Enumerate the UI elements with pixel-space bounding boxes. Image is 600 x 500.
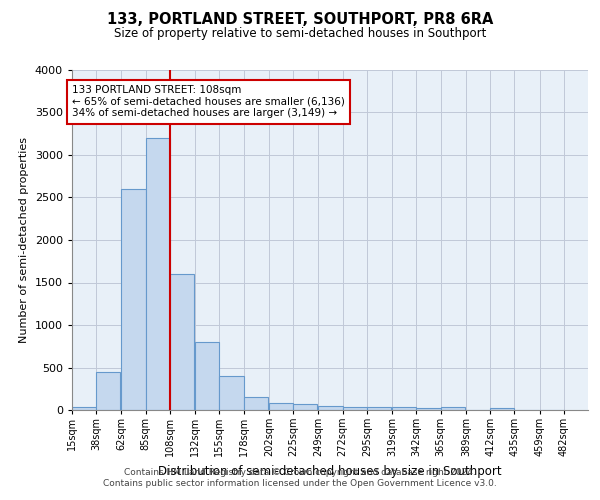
Bar xyxy=(244,397,268,410)
Bar xyxy=(440,408,465,410)
Bar xyxy=(392,408,416,410)
Text: 133 PORTLAND STREET: 108sqm
← 65% of semi-detached houses are smaller (6,136)
34: 133 PORTLAND STREET: 108sqm ← 65% of sem… xyxy=(72,86,345,118)
Bar xyxy=(416,408,440,410)
Bar xyxy=(96,372,121,410)
Text: 133, PORTLAND STREET, SOUTHPORT, PR8 6RA: 133, PORTLAND STREET, SOUTHPORT, PR8 6RA xyxy=(107,12,493,28)
Bar xyxy=(269,403,293,410)
Bar xyxy=(146,138,170,410)
Bar xyxy=(170,274,194,410)
Bar xyxy=(319,406,343,410)
Bar xyxy=(195,342,220,410)
Bar xyxy=(72,408,96,410)
Bar xyxy=(293,404,317,410)
Bar xyxy=(490,408,514,410)
Y-axis label: Number of semi-detached properties: Number of semi-detached properties xyxy=(19,137,29,343)
Bar xyxy=(367,408,391,410)
Text: Size of property relative to semi-detached houses in Southport: Size of property relative to semi-detach… xyxy=(114,28,486,40)
Bar xyxy=(121,189,146,410)
X-axis label: Distribution of semi-detached houses by size in Southport: Distribution of semi-detached houses by … xyxy=(158,465,502,478)
Text: Contains HM Land Registry data © Crown copyright and database right 2024.
Contai: Contains HM Land Registry data © Crown c… xyxy=(103,468,497,487)
Bar xyxy=(220,376,244,410)
Bar xyxy=(343,408,367,410)
